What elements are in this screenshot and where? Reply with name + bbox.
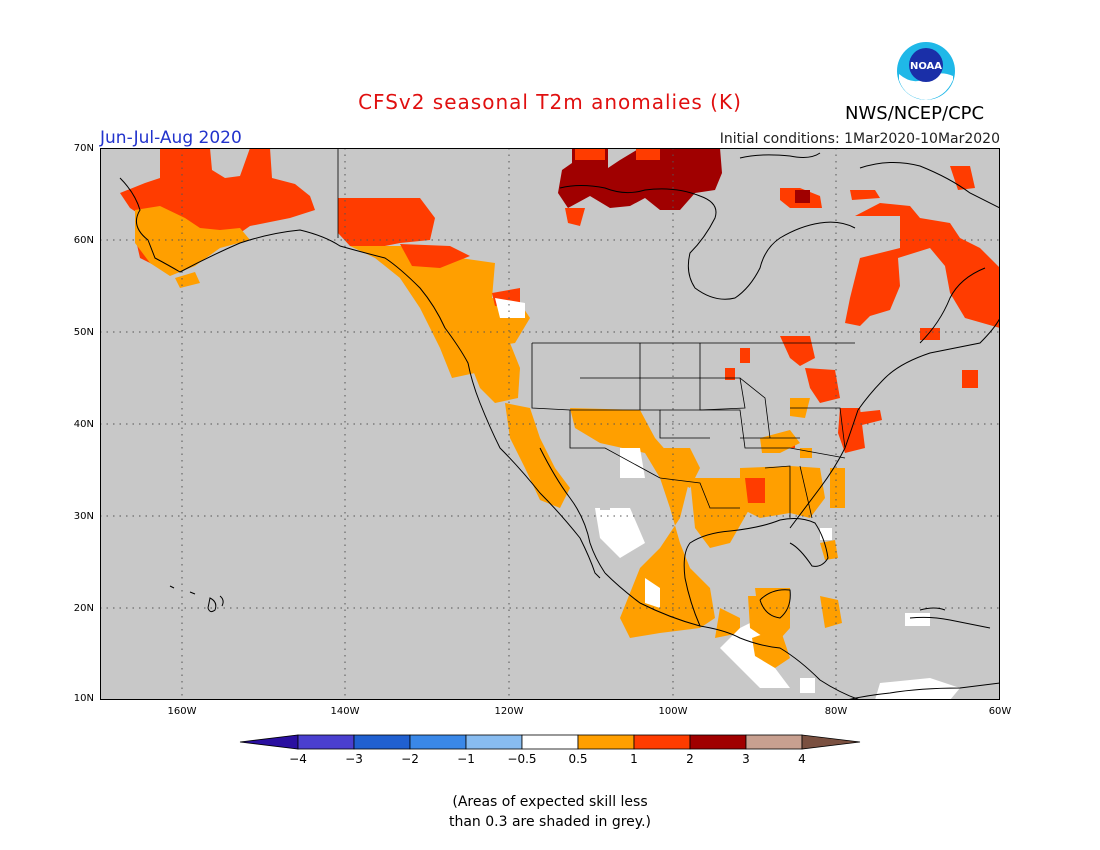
colorbar	[239, 734, 861, 750]
skill-note: (Areas of expected skill less than 0.3 a…	[0, 792, 1100, 832]
initial-conditions-label: Initial conditions: 1Mar2020-10Mar2020	[719, 131, 1000, 147]
lat-label-60n: 60N	[73, 235, 94, 246]
colorbar-label: 2	[686, 752, 694, 766]
colorbar-high-arrow	[801, 734, 861, 750]
lon-label-160w: 160W	[167, 706, 197, 717]
lat-label-40n: 40N	[73, 419, 94, 430]
season-label: Jun-Jul-Aug 2020	[100, 128, 242, 148]
agency-label: NWS/NCEP/CPC	[845, 103, 985, 124]
lat-label-20n: 20N	[73, 603, 94, 614]
chart-title: CFSv2 seasonal T2m anomalies (K)	[358, 90, 742, 114]
lon-label-140w: 140W	[330, 706, 360, 717]
colorbar-label: −3	[345, 752, 363, 766]
colorbar-bin	[465, 734, 523, 750]
colorbar-bin	[745, 734, 803, 750]
logo-text: NOAA	[910, 61, 942, 72]
lat-label-70n: 70N	[73, 143, 94, 154]
colorbar-label: −0.5	[507, 752, 537, 766]
lon-label-60w: 60W	[988, 706, 1012, 717]
lat-label-10n: 10N	[73, 693, 94, 704]
lon-label-80w: 80W	[824, 706, 848, 717]
skill-note-line1: (Areas of expected skill less	[452, 794, 648, 810]
colorbar-label: −2	[401, 752, 419, 766]
lat-label-50n: 50N	[73, 327, 94, 338]
colorbar-bin	[577, 734, 635, 750]
colorbar-low-arrow	[239, 734, 299, 750]
colorbar-bin	[633, 734, 691, 750]
colorbar-bin	[297, 734, 355, 750]
colorbar-label: 1	[630, 752, 638, 766]
borders	[337, 148, 855, 519]
colorbar-bin	[521, 734, 579, 750]
lon-label-120w: 120W	[494, 706, 524, 717]
anomaly-shading	[120, 148, 1000, 700]
lon-label-100w: 100W	[658, 706, 688, 717]
hawaii-islands	[169, 585, 217, 613]
map-panel	[100, 148, 1000, 700]
colorbar-label: 3	[742, 752, 750, 766]
colorbar-bin	[689, 734, 747, 750]
colorbar-bin	[409, 734, 467, 750]
colorbar-label: 4	[798, 752, 806, 766]
map-frame	[100, 148, 1000, 700]
colorbar-label: −1	[457, 752, 475, 766]
lat-label-30n: 30N	[73, 511, 94, 522]
skill-note-line2: than 0.3 are shaded in grey.)	[448, 814, 651, 830]
colorbar-label: 0.5	[568, 752, 588, 766]
noaa-logo-icon: NOAA	[897, 42, 955, 100]
colorbar-label: −4	[289, 752, 307, 766]
colorbar-bin	[353, 734, 411, 750]
coastlines	[119, 152, 1000, 700]
